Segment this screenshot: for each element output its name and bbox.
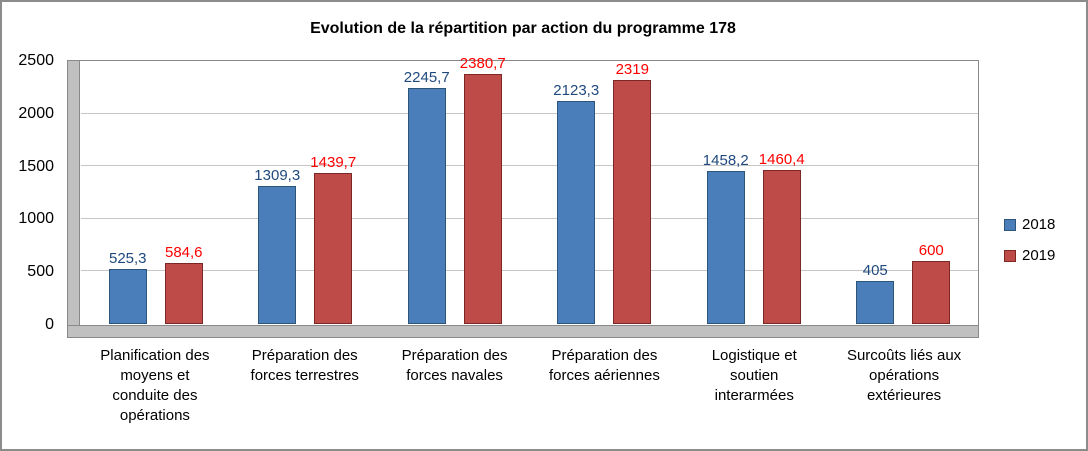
- x-axis-labels: Planification des moyens et conduite des…: [80, 346, 979, 426]
- category-label: Logistique et soutien interarmées: [711, 347, 797, 404]
- bar-2019: 2380,7: [460, 55, 506, 324]
- legend-item-2018: 2018: [1004, 216, 1055, 233]
- bar-2019: 600: [912, 242, 951, 324]
- plot-area: 525,3 584,6 1309,3 1439,7 2245,7 2380,7 2123,3…: [67, 55, 979, 338]
- bar-value-label: 2123,3: [553, 81, 600, 99]
- bar-group: 1458,2 1460,4: [679, 61, 829, 324]
- bar-value-label: 2319: [615, 61, 649, 79]
- bar-2019: 584,6: [164, 244, 203, 324]
- y-axis-tick-label: 0: [45, 316, 54, 333]
- legend-swatch-2018: [1004, 218, 1016, 231]
- gridline: [81, 217, 978, 219]
- bar-value-label: 600: [918, 241, 944, 259]
- category-label: Planification des moyens et conduite des…: [100, 347, 210, 424]
- gridline: [81, 165, 978, 167]
- bar-group: 1309,3 1439,7: [231, 61, 381, 324]
- y-axis-tick-label: 1000: [18, 210, 54, 228]
- bar-2018: 525,3: [108, 250, 147, 324]
- bar-value-label: 584,6: [164, 243, 203, 261]
- y-axis-labels: 0 500 1000 1500 2000 2500: [2, 52, 60, 333]
- category-label: Préparation des forces aériennes: [548, 347, 660, 384]
- bar-group: 2123,3 2319: [530, 61, 680, 324]
- bar-value-label: 2245,7: [403, 68, 450, 86]
- legend-label: 2018: [1022, 216, 1056, 233]
- legend-swatch-2019: [1004, 249, 1016, 262]
- bar-2018: 2123,3: [553, 82, 599, 324]
- bar-value-label: 405: [862, 262, 888, 280]
- bar-2018: 1458,2: [703, 152, 749, 324]
- y-axis-tick-label: 2500: [18, 52, 54, 69]
- bar-2019: 2319: [613, 61, 652, 324]
- legend: 2018 2019: [1004, 216, 1055, 278]
- y-axis-tick-label: 2000: [18, 104, 54, 122]
- bar-2018: 1309,3: [254, 167, 300, 324]
- bar-value-label: 1439,7: [310, 153, 357, 171]
- bar-group: 2245,7 2380,7: [380, 55, 530, 324]
- bars-region: 525,3 584,6 1309,3 1439,7 2245,7 2380,7 2123,3…: [81, 55, 979, 324]
- category-label: Préparation des forces navales: [401, 347, 508, 384]
- chart-title: Evolution de la répartition par action d…: [310, 20, 736, 37]
- bar-value-label: 525,3: [108, 249, 147, 267]
- legend-label: 2019: [1022, 247, 1056, 264]
- gridline: [81, 112, 978, 114]
- bar-group: 405 600: [829, 61, 979, 324]
- bar-2019: 1439,7: [310, 154, 356, 324]
- bar-value-label: 1460,4: [758, 151, 805, 169]
- bar-value-label: 1309,3: [254, 167, 301, 185]
- bar-value-label: 2380,7: [459, 54, 506, 72]
- left-wall: [68, 61, 80, 337]
- bar-value-label: 1458,2: [702, 151, 749, 169]
- bar-group: 525,3 584,6: [81, 61, 231, 324]
- y-axis-tick-label: 500: [27, 263, 54, 281]
- category-label: Surcoûts liés aux opérations extérieures: [846, 347, 962, 404]
- y-axis-tick-label: 1500: [18, 157, 54, 175]
- bar-2018: 405: [856, 262, 895, 324]
- gridline: [81, 270, 978, 272]
- legend-item-2019: 2019: [1004, 247, 1055, 264]
- floor: [68, 325, 978, 337]
- category-label: Préparation des forces terrestres: [250, 347, 359, 384]
- bar-2018: 2245,7: [404, 69, 450, 324]
- bar-2019: 1460,4: [759, 151, 805, 324]
